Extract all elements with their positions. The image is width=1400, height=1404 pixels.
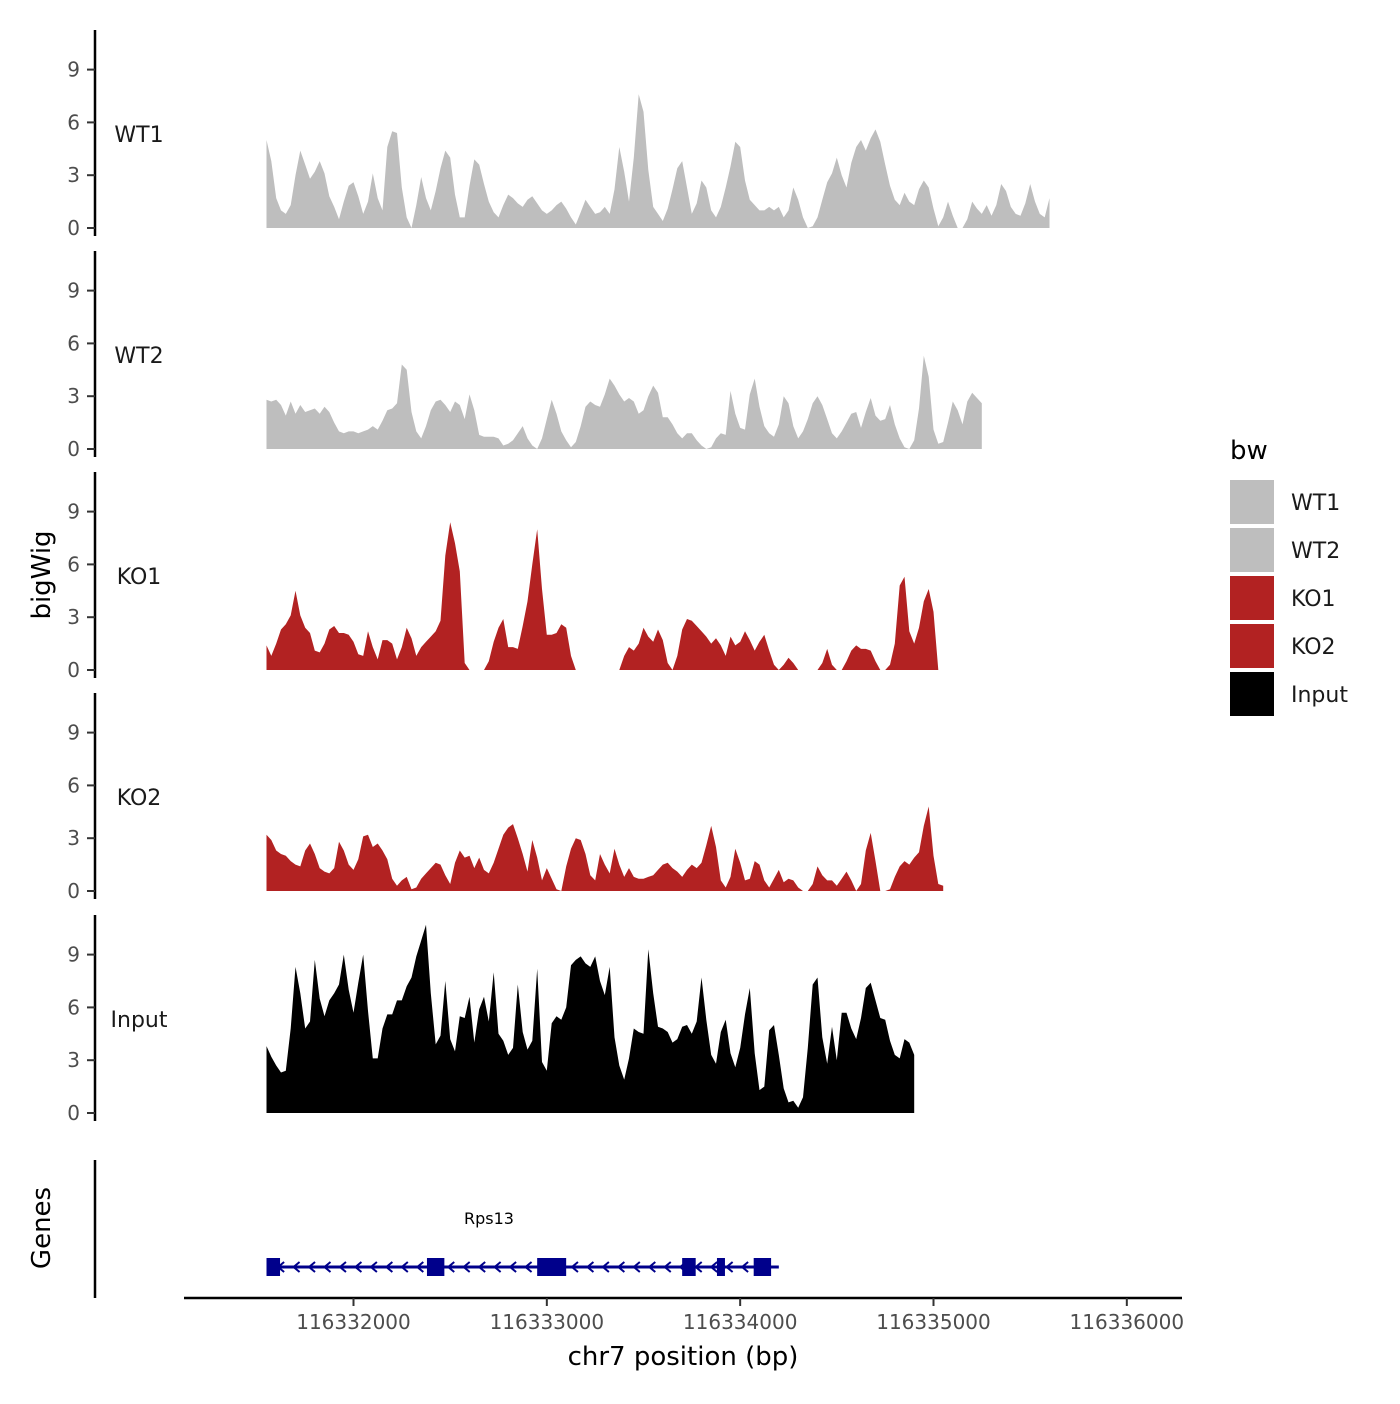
panel-KO1-y-tick-label: 9 bbox=[67, 500, 80, 524]
track-label-WT1: WT1 bbox=[114, 123, 163, 148]
signal-area-WT1 bbox=[266, 94, 1050, 228]
legend-swatch-KO1 bbox=[1230, 576, 1274, 620]
panel-WT2-y-tick-label: 6 bbox=[67, 331, 80, 355]
panel-WT2-y-tick-label: 3 bbox=[67, 384, 80, 408]
panel-WT1-y-tick-label: 9 bbox=[67, 58, 80, 82]
x-tick-label: 116335000 bbox=[876, 1310, 991, 1334]
track-label-KO2: KO2 bbox=[117, 786, 162, 811]
panel-Input-y-tick-label: 9 bbox=[67, 943, 80, 967]
x-tick-label: 116336000 bbox=[1070, 1310, 1185, 1334]
strand-arrow-icon bbox=[725, 1261, 734, 1273]
gene-exon bbox=[716, 1258, 725, 1276]
gene-exon bbox=[426, 1258, 445, 1276]
legend-swatch-WT1 bbox=[1230, 480, 1274, 524]
legend-swatch-Input bbox=[1230, 672, 1274, 716]
strand-arrow-icon bbox=[353, 1261, 363, 1273]
legend-label-KO2: KO2 bbox=[1291, 635, 1336, 660]
strand-arrow-icon bbox=[524, 1261, 533, 1273]
track-label-Input: Input bbox=[111, 1008, 168, 1033]
legend-label-KO1: KO1 bbox=[1291, 587, 1336, 612]
legend-label-WT2: WT2 bbox=[1291, 539, 1340, 564]
strand-arrow-icon bbox=[446, 1261, 455, 1273]
y-axis-title: bigWig bbox=[27, 530, 57, 619]
legend-swatch-WT2 bbox=[1230, 528, 1274, 572]
strand-arrow-icon bbox=[570, 1261, 579, 1273]
panel-WT2-y-tick-label: 9 bbox=[67, 279, 80, 303]
gene-label: Rps13 bbox=[464, 1209, 514, 1228]
strand-arrow-icon bbox=[585, 1261, 595, 1273]
panel-KO1-y-tick-label: 3 bbox=[67, 605, 80, 629]
strand-arrow-icon bbox=[292, 1261, 301, 1273]
signal-area-Input bbox=[266, 924, 915, 1113]
panel-KO2-y-tick-label: 3 bbox=[67, 826, 80, 850]
panel-KO1-y-tick-label: 6 bbox=[67, 552, 80, 576]
panel-Input-y-tick-label: 0 bbox=[67, 1101, 80, 1125]
genes-axis-title: Genes bbox=[27, 1187, 57, 1269]
x-axis-title: chr7 position (bp) bbox=[568, 1342, 799, 1372]
strand-arrow-icon bbox=[508, 1261, 517, 1273]
x-tick-label: 116332000 bbox=[296, 1310, 411, 1334]
panel-Input-y-tick-label: 6 bbox=[67, 995, 80, 1019]
signal-area-KO2 bbox=[266, 806, 944, 891]
signal-area-KO1 bbox=[266, 522, 939, 670]
panel-KO2-y-tick-label: 0 bbox=[67, 879, 80, 903]
gene-exon bbox=[266, 1258, 281, 1276]
strand-arrow-icon bbox=[369, 1261, 378, 1273]
legend-label-WT1: WT1 bbox=[1291, 491, 1340, 516]
panel-WT1-y-tick-label: 6 bbox=[67, 110, 80, 134]
strand-arrow-icon bbox=[616, 1261, 626, 1273]
strand-arrow-icon bbox=[709, 1261, 718, 1273]
gene-exon bbox=[537, 1258, 567, 1276]
strand-arrow-icon bbox=[415, 1261, 424, 1273]
strand-arrow-icon bbox=[632, 1261, 641, 1273]
signal-area-WT2 bbox=[266, 355, 982, 449]
strand-arrow-icon bbox=[493, 1261, 502, 1273]
track-label-WT2: WT2 bbox=[114, 344, 163, 369]
legend-title: bw bbox=[1230, 436, 1268, 466]
legend-swatch-KO2 bbox=[1230, 624, 1274, 668]
strand-arrow-icon bbox=[462, 1261, 471, 1273]
strand-arrow-icon bbox=[338, 1261, 347, 1273]
panel-WT2-y-tick-label: 0 bbox=[67, 437, 80, 461]
strand-arrow-icon bbox=[400, 1261, 409, 1273]
track-label-KO1: KO1 bbox=[117, 565, 162, 590]
x-tick-label: 116334000 bbox=[683, 1310, 798, 1334]
strand-arrow-icon bbox=[740, 1261, 749, 1273]
strand-arrow-icon bbox=[322, 1261, 332, 1273]
strand-arrow-icon bbox=[601, 1261, 610, 1273]
strand-arrow-icon bbox=[663, 1261, 672, 1273]
x-tick-label: 116333000 bbox=[490, 1310, 605, 1334]
strand-arrow-icon bbox=[384, 1261, 394, 1273]
legend-label-Input: Input bbox=[1291, 683, 1348, 708]
panel-Input-y-tick-label: 3 bbox=[67, 1048, 80, 1072]
panel-KO2-y-tick-label: 6 bbox=[67, 773, 80, 797]
strand-arrow-icon bbox=[647, 1261, 656, 1273]
panel-KO1-y-tick-label: 0 bbox=[67, 658, 80, 682]
gene-exon bbox=[682, 1258, 696, 1276]
panel-WT1-y-tick-label: 3 bbox=[67, 163, 80, 187]
panel-WT1-y-tick-label: 0 bbox=[67, 216, 80, 240]
gene-exon bbox=[753, 1258, 772, 1276]
strand-arrow-icon bbox=[307, 1261, 316, 1273]
strand-arrow-icon bbox=[477, 1261, 486, 1273]
panel-KO2-y-tick-label: 9 bbox=[67, 721, 80, 745]
